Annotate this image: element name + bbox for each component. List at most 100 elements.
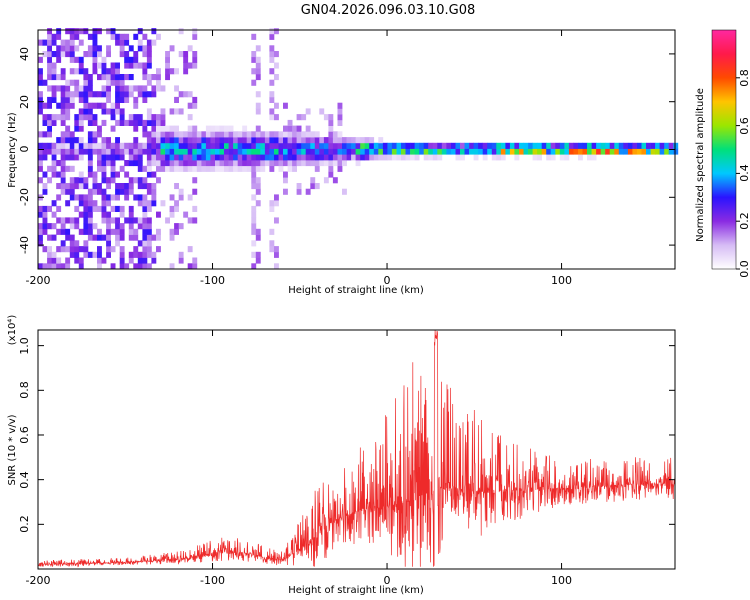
spectrogram-cell [38,154,43,161]
spectrogram-cell [328,154,334,161]
spectrogram-cell [110,68,116,75]
spectrogram-cell [255,125,261,132]
spectrogram-cell [269,246,275,253]
spec-xtick-label: 0 [384,274,391,287]
spectrogram-cell [314,142,320,149]
spectrogram-cell [428,148,434,155]
spectrogram-cell [137,148,143,155]
spectrogram-cell [146,223,152,230]
spectrogram-cell [83,28,89,35]
spectrogram-cell [305,160,311,167]
spectrogram-cell [124,33,130,40]
spectrogram-cell [196,142,202,149]
snr-ytick-label: 0.2 [18,515,31,533]
spectrogram-cell [355,154,361,161]
spectrogram-cell [51,148,57,155]
spectrogram-cell [133,125,139,132]
spectrogram-cell [115,183,120,190]
spectrogram-cell [169,234,175,241]
spectrogram-cell [201,142,207,149]
spectrogram-cell [269,160,275,167]
spectrogram-cell [47,114,52,121]
spectrogram-cell [69,39,75,46]
spectrogram-cell [255,137,261,144]
spectrogram-cell [224,148,229,155]
spectrogram-cell [201,148,207,155]
spectrogram-cell [133,114,139,121]
spectrogram-cell [196,160,202,167]
spectrogram-cell [178,137,184,144]
spectrogram-cell [151,131,157,138]
spectrogram-cell [491,154,497,161]
spectrogram-cell [205,148,211,155]
spectrogram-cell [251,205,257,212]
snr-xtick-label: -200 [26,574,51,587]
spectrogram-cell [87,148,93,155]
spectrogram-cell [87,108,93,115]
spectrogram-cell [106,183,111,190]
spectrogram-cell [128,56,134,63]
spectrogram-cell [60,68,66,75]
spectrogram-cell [546,148,552,155]
spectrogram-cell [146,263,152,270]
spectrogram-cell [137,251,143,258]
spectrogram-cell [323,154,329,161]
spectrogram-cell [487,142,493,149]
spectrogram-cell [215,160,220,167]
spectrogram-cell [251,251,257,258]
spectrogram-cell [115,217,120,224]
spectrogram-cell [92,62,98,69]
spectrogram-cell [156,142,161,149]
spectrogram-cell [169,142,175,149]
spectrogram-cell [269,51,275,58]
spectrogram-cell [269,142,275,149]
spectrogram-cell [74,114,80,121]
spectrogram-cell [591,148,597,155]
spectrogram-cell [47,148,52,155]
spectrogram-cell [83,246,89,253]
spectrogram-cell [97,154,102,161]
spectrogram-cell [83,251,89,258]
spectrogram-cell [455,148,461,155]
spectrogram-cell [559,154,565,161]
spectrogram-cell [301,137,307,144]
spectrogram-cell [106,217,111,224]
spectrogram-cell [97,183,102,190]
spectrogram-cell [60,102,66,109]
spectrogram-cell [178,51,184,58]
colorbar: 0.0 0.2 0.4 0.6 0.8 Normalized spectral … [695,29,750,278]
spectrogram-cell [156,234,161,241]
spectrogram-cell [83,108,89,115]
spectrogram-cell [83,91,89,98]
spectrogram-cell [287,160,293,167]
spectrogram-cell [269,33,275,40]
spectrogram-cell [42,171,48,178]
spectrogram-cell [178,131,184,138]
spectrogram-cell [351,142,356,149]
spectrogram-cell [591,154,597,161]
spectrogram-cell [101,142,107,149]
spectrogram-cell [60,114,66,121]
spectrogram-cell [242,165,248,172]
spectrogram-cell [428,142,434,149]
spectrogram-cell [97,125,102,132]
spectrogram-cell [287,137,293,144]
spectrogram-cell [187,154,193,161]
spectrogram-cell [92,68,98,75]
spectrogram-cell [78,119,84,126]
spectrogram-cell [587,142,592,149]
spectrogram-cell [142,217,148,224]
spectrogram-cell [564,148,570,155]
spectrogram-cell [192,148,198,155]
spectrogram-cell [142,68,148,75]
spectrogram-cell [165,137,170,144]
spectrogram-cell [532,148,538,155]
spectrogram-cell [78,142,84,149]
spectrogram-cell [97,91,102,98]
spectrogram-cell [38,79,43,86]
spectrogram-cell [260,137,266,144]
spectrogram-cell [328,131,334,138]
spectrogram-cell [414,154,420,161]
spectrogram-cell [169,160,175,167]
